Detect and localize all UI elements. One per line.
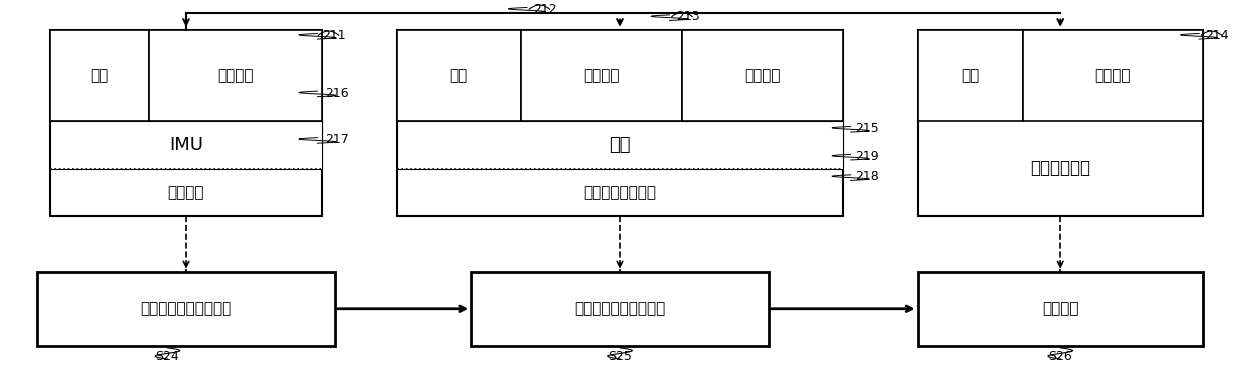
Text: 电源: 电源 <box>961 68 980 83</box>
Text: 217: 217 <box>325 133 348 146</box>
Text: S24: S24 <box>155 350 180 363</box>
Text: 光学信标: 光学信标 <box>167 185 205 200</box>
Text: 219: 219 <box>856 150 879 163</box>
Text: 215: 215 <box>856 122 879 135</box>
Text: 电源: 电源 <box>91 68 108 83</box>
FancyBboxPatch shape <box>397 121 843 169</box>
Text: 数据执行: 数据执行 <box>1042 301 1079 316</box>
Text: 网络接口: 网络接口 <box>744 68 781 83</box>
Text: S25: S25 <box>608 350 632 363</box>
Text: 电源: 电源 <box>450 68 467 83</box>
Text: 网络接口: 网络接口 <box>1095 68 1131 83</box>
Text: 214: 214 <box>1205 29 1229 42</box>
FancyBboxPatch shape <box>397 30 521 121</box>
FancyBboxPatch shape <box>1023 30 1203 121</box>
FancyBboxPatch shape <box>918 272 1203 346</box>
Text: 数据融合计算单元: 数据融合计算单元 <box>584 185 656 200</box>
Text: 机器人控制柜: 机器人控制柜 <box>1030 159 1090 177</box>
Text: 网络接口: 网络接口 <box>583 68 620 83</box>
FancyBboxPatch shape <box>918 30 1023 121</box>
Text: 213: 213 <box>676 10 699 23</box>
Text: 212: 212 <box>533 3 557 16</box>
Text: 数据采集、处理和计算: 数据采集、处理和计算 <box>140 301 232 316</box>
Text: IMU: IMU <box>169 136 203 154</box>
FancyBboxPatch shape <box>471 272 769 346</box>
Text: S26: S26 <box>1048 350 1073 363</box>
Text: 数据融合、传输和交换: 数据融合、传输和交换 <box>574 301 666 316</box>
Text: 211: 211 <box>322 29 346 42</box>
FancyBboxPatch shape <box>50 121 322 169</box>
FancyBboxPatch shape <box>918 30 1203 216</box>
FancyBboxPatch shape <box>149 30 322 121</box>
Text: 216: 216 <box>325 87 348 100</box>
Text: 218: 218 <box>856 170 879 183</box>
FancyBboxPatch shape <box>682 30 843 121</box>
Text: 相机: 相机 <box>609 136 631 154</box>
FancyBboxPatch shape <box>37 272 335 346</box>
FancyBboxPatch shape <box>521 30 682 121</box>
Text: 网络接口: 网络接口 <box>217 68 254 83</box>
FancyBboxPatch shape <box>50 30 322 216</box>
FancyBboxPatch shape <box>50 30 149 121</box>
FancyBboxPatch shape <box>397 30 843 216</box>
